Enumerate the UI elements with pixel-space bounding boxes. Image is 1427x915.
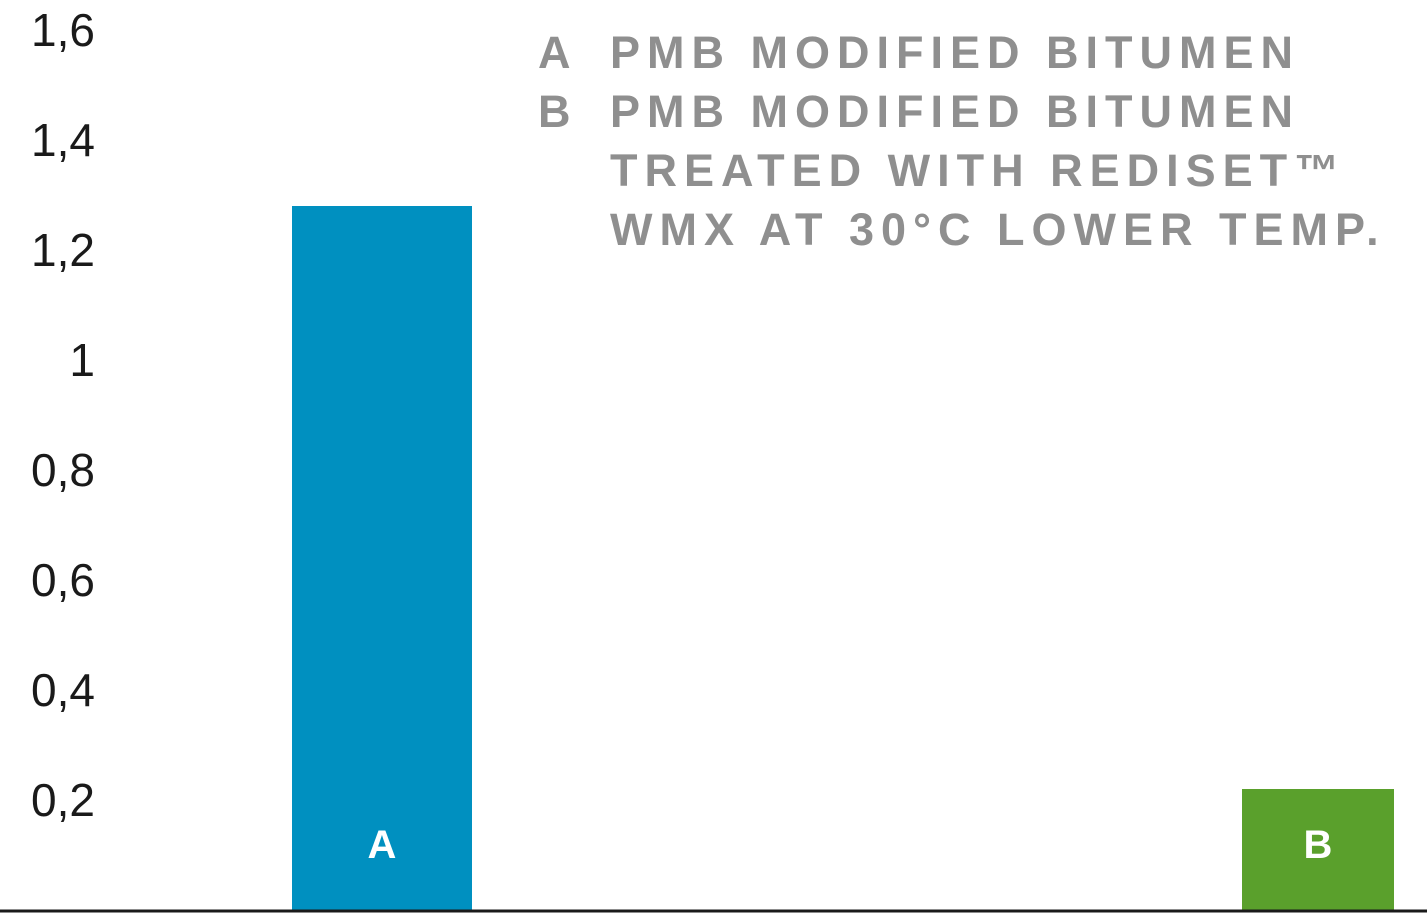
legend-text-a: PMB MODIFIED BITUMEN [610,27,1300,78]
y-tick-label: 1,2 [31,224,95,276]
bar-a [292,206,472,910]
legend-key-b: B [538,86,578,137]
legend: A PMB MODIFIED BITUMEN B PMB MODIFIED BITUM… [538,27,1386,255]
legend-text-b: TREATED WITH REDISET™ [610,145,1346,196]
y-tick-label: 1,4 [31,114,95,166]
y-tick-label: 0,6 [31,554,95,606]
y-axis: 0,2 0,4 0,6 0,8 1 1,2 1,4 1,6 [31,4,95,826]
bar-label-a: A [368,823,397,867]
y-tick-label: 1,6 [31,4,95,56]
legend-text-b: WMX AT 30°C LOWER TEMP. [610,204,1386,255]
bars [292,206,1394,910]
y-tick-label: 1 [69,334,95,386]
y-tick-label: 0,2 [31,774,95,826]
bar-label-b: B [1304,823,1333,867]
y-tick-label: 0,4 [31,664,95,716]
legend-key-a: A [538,27,578,78]
bar-b [1242,789,1394,910]
y-tick-label: 0,8 [31,444,95,496]
legend-text-b: PMB MODIFIED BITUMEN [610,86,1300,137]
